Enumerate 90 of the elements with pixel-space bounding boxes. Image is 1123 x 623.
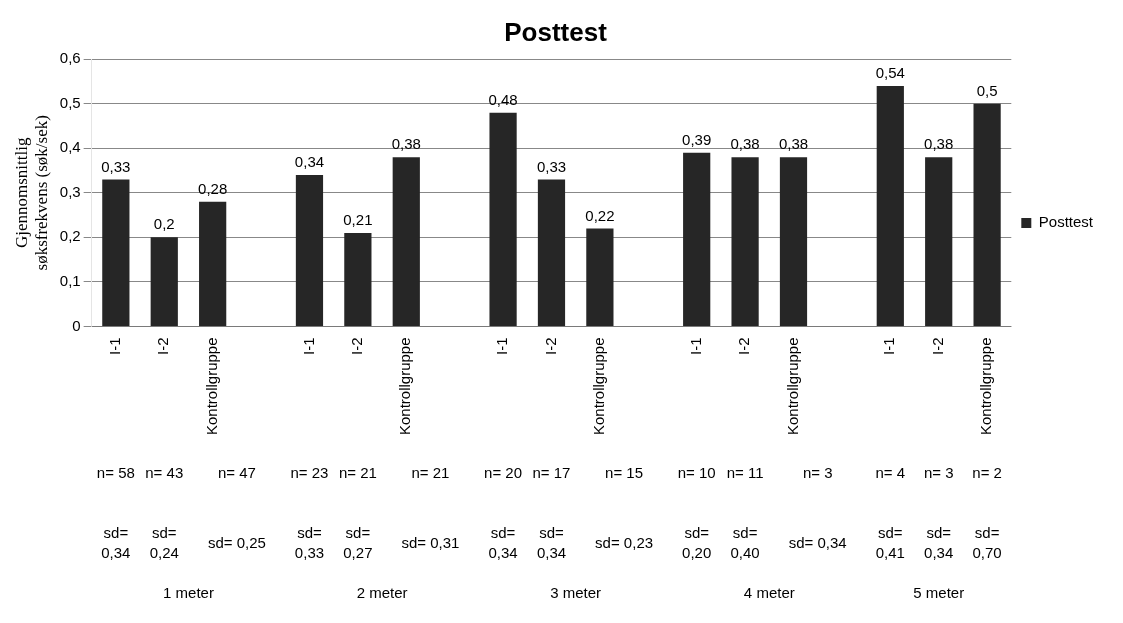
x-tick-label: Kontrollgruppe bbox=[783, 337, 801, 436]
text: 5 meter bbox=[913, 584, 965, 602]
text: sd= 0,34 bbox=[788, 534, 847, 552]
data-label: 0,39 bbox=[682, 130, 712, 148]
y-tick-label: 0 bbox=[72, 316, 81, 334]
x-tick-label: I-2 bbox=[348, 337, 366, 355]
text: n= 2 bbox=[972, 464, 1002, 482]
x-tick-label: I-2 bbox=[735, 337, 753, 355]
text: n= 23 bbox=[290, 464, 329, 482]
text: 1 meter bbox=[163, 584, 214, 602]
bar bbox=[779, 157, 808, 326]
x-tick-label: I-2 bbox=[928, 337, 946, 355]
bar bbox=[344, 232, 372, 326]
text: sd= 0,24 bbox=[149, 524, 179, 562]
text: sd= 0,27 bbox=[343, 524, 373, 562]
data-label: 0,38 bbox=[730, 135, 760, 153]
chart-title: Posttest bbox=[504, 16, 608, 47]
y-tick-label: 0,3 bbox=[59, 182, 81, 200]
text: n= 3 bbox=[802, 464, 833, 482]
bar bbox=[683, 152, 711, 326]
text: sd= 0,25 bbox=[207, 534, 266, 552]
x-tick-label: I-1 bbox=[686, 337, 704, 355]
text: sd= 0,34 bbox=[924, 524, 954, 562]
data-label: 0,38 bbox=[778, 135, 809, 153]
bar bbox=[150, 237, 178, 326]
bar bbox=[489, 112, 517, 326]
data-label: 0,34 bbox=[294, 153, 325, 171]
bar bbox=[876, 85, 904, 326]
data-label: 0,33 bbox=[101, 157, 131, 175]
bar bbox=[925, 157, 953, 326]
data-label: 0,21 bbox=[343, 211, 373, 229]
legend-label: Posttest bbox=[1038, 213, 1094, 231]
bar bbox=[537, 179, 566, 326]
y-tick-label: 0,6 bbox=[59, 49, 81, 67]
text: n= 11 bbox=[726, 464, 764, 482]
bar bbox=[973, 103, 1001, 326]
x-tick-label: I-2 bbox=[541, 337, 559, 355]
x-tick-label: I-1 bbox=[493, 337, 511, 355]
y-tick-label: 0,2 bbox=[59, 227, 81, 245]
text: sd= 0,20 bbox=[682, 524, 712, 562]
text: sd= 0,34 bbox=[536, 524, 567, 562]
bar bbox=[586, 228, 614, 326]
y-tick-label: 0,1 bbox=[59, 272, 81, 290]
bar bbox=[392, 157, 420, 326]
text: n= 4 bbox=[875, 464, 906, 482]
text: n= 20 bbox=[484, 464, 523, 482]
text: n= 21 bbox=[338, 464, 377, 482]
text: 4 meter bbox=[743, 584, 795, 602]
text: sd= 0,34 bbox=[488, 524, 518, 562]
text: 2 meter bbox=[356, 584, 408, 602]
text: sd= 0,31 bbox=[401, 534, 460, 552]
data-label: 0,38 bbox=[924, 135, 954, 153]
text: sd= 0,70 bbox=[972, 524, 1002, 562]
data-label: 0,2 bbox=[153, 215, 175, 233]
data-label: 0,5 bbox=[976, 81, 998, 99]
text: sd= 0,23 bbox=[595, 534, 654, 552]
x-tick-label: Kontrollgruppe bbox=[977, 337, 995, 436]
text: n= 17 bbox=[532, 464, 571, 482]
text: n= 21 bbox=[411, 464, 450, 482]
x-tick-label: I-1 bbox=[299, 337, 317, 355]
text: sd= 0,34 bbox=[101, 524, 131, 562]
text: sd= 0,40 bbox=[730, 524, 760, 562]
text: n= 10 bbox=[677, 464, 716, 482]
bar bbox=[731, 157, 759, 326]
text: n= 43 bbox=[145, 464, 184, 482]
y-tick-label: 0,5 bbox=[59, 93, 81, 111]
data-label: 0,22 bbox=[585, 206, 615, 224]
data-label: 0,38 bbox=[391, 135, 421, 153]
text: n= 3 bbox=[923, 464, 954, 482]
data-label: 0,54 bbox=[875, 64, 905, 82]
text: 3 meter bbox=[550, 584, 602, 602]
text: n= 15 bbox=[605, 464, 644, 482]
text: sd= 0,41 bbox=[875, 524, 905, 562]
x-tick-label: Kontrollgruppe bbox=[202, 337, 220, 436]
y-axis-title: Gjennomsnittlig søksfrekvens (søk/sek) bbox=[11, 115, 52, 271]
bar bbox=[102, 179, 130, 326]
x-tick-label: Kontrollgruppe bbox=[396, 337, 414, 436]
data-label: 0,28 bbox=[198, 179, 228, 197]
x-tick-label: I-1 bbox=[105, 337, 123, 355]
x-tick-label: I-2 bbox=[154, 337, 172, 355]
x-tick-label: I-1 bbox=[880, 337, 898, 355]
text: n= 47 bbox=[217, 464, 256, 482]
bar bbox=[295, 175, 324, 326]
y-tick-label: 0,4 bbox=[59, 138, 81, 156]
text: sd= 0,33 bbox=[294, 524, 325, 562]
bar bbox=[199, 201, 227, 326]
data-label: 0,33 bbox=[536, 157, 567, 175]
text: n= 58 bbox=[96, 464, 135, 482]
data-label: 0,48 bbox=[488, 90, 518, 108]
x-tick-label: Kontrollgruppe bbox=[590, 337, 608, 436]
